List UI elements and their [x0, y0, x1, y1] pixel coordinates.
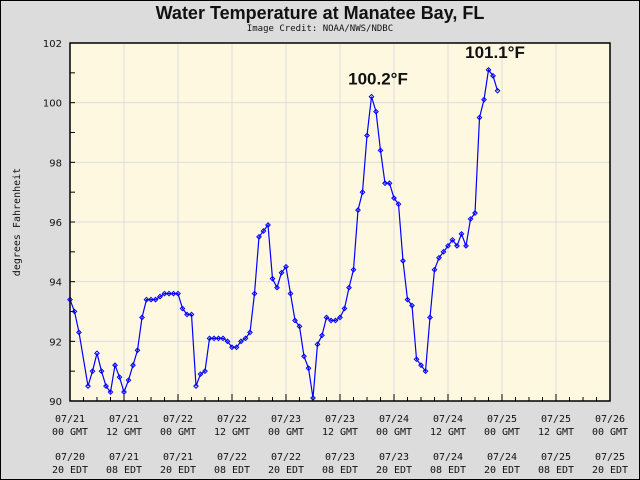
x-tick-label: 20 EDT: [52, 465, 88, 476]
grid-lines: [70, 43, 610, 401]
x-tick-label: 07/22: [163, 414, 193, 425]
x-axis: 07/21 00 GMT 07/20 20 EDT 07/21 12 GMT 07/21 08…: [52, 394, 628, 476]
y-tick-label: 98: [49, 158, 62, 169]
x-tick-label: 07/23: [271, 414, 301, 425]
x-tick-label: 00 GMT: [592, 427, 628, 438]
plot-border: [69, 42, 611, 402]
x-tick-label: 07/24: [433, 414, 463, 425]
x-tick-label: 07/21: [109, 414, 139, 425]
peak-annotations: 100.2°F 101.1°F: [348, 43, 525, 89]
image-credit: Image Credit: NOAA/NWS/NDBC: [246, 24, 394, 34]
x-tick-label: 07/24: [487, 452, 517, 463]
y-tick-label: 92: [49, 337, 62, 348]
data-point-markers: [68, 68, 501, 401]
x-tick-label: 12 GMT: [214, 427, 250, 438]
x-tick-label: 07/26: [595, 414, 625, 425]
x-tick-label: 08 EDT: [322, 465, 358, 476]
x-tick-label: 00 GMT: [160, 427, 196, 438]
chart-title: Water Temperature at Manatee Bay, FL: [155, 3, 485, 23]
y-tick-label: 102: [43, 39, 62, 50]
x-tick-label: 00 GMT: [52, 427, 88, 438]
x-tick-label: 08 EDT: [430, 465, 466, 476]
x-tick-label: 07/23: [379, 452, 409, 463]
x-tick-label: 08 EDT: [106, 465, 142, 476]
x-tick-label: 07/21: [109, 452, 139, 463]
x-tick-label: 00 GMT: [268, 427, 304, 438]
y-tick-label: 100: [43, 99, 62, 110]
x-tick-label: 07/22: [271, 452, 301, 463]
peak-label: 100.2°F: [348, 70, 408, 89]
x-tick-label: 07/24: [379, 414, 409, 425]
temperature-line: [69, 68, 499, 399]
x-tick-label: 07/21: [163, 452, 193, 463]
x-tick-label: 20 EDT: [376, 465, 412, 476]
x-tick-label: 20 EDT: [592, 465, 628, 476]
x-tick-label: 07/25: [541, 414, 571, 425]
y-tick-label: 96: [49, 218, 62, 229]
x-tick-label: 08 EDT: [214, 465, 250, 476]
x-tick-label: 07/23: [325, 414, 355, 425]
x-tick-label: 07/24: [433, 452, 463, 463]
x-tick-label: 12 GMT: [106, 427, 142, 438]
x-tick-label: 07/25: [595, 452, 625, 463]
x-tick-label: 08 EDT: [538, 465, 574, 476]
x-tick-label: 20 EDT: [268, 465, 304, 476]
y-tick-label: 94: [49, 278, 62, 289]
x-tick-label: 00 GMT: [484, 427, 520, 438]
x-tick-label: 07/23: [325, 452, 355, 463]
y-tick-label: 90: [49, 397, 62, 408]
y-axis: 90 92 94 96 98 100 102: [43, 39, 75, 408]
y-axis-label: degrees Fahrenheit: [12, 168, 23, 276]
x-tick-label: 12 GMT: [538, 427, 574, 438]
peak-label: 101.1°F: [465, 43, 525, 62]
x-tick-label: 07/21: [55, 414, 85, 425]
x-tick-label: 07/22: [217, 452, 247, 463]
x-tick-label: 12 GMT: [322, 427, 358, 438]
x-tick-label: 20 EDT: [160, 465, 196, 476]
x-tick-label: 20 EDT: [484, 465, 520, 476]
x-tick-label: 07/25: [487, 414, 517, 425]
x-tick-label: 12 GMT: [430, 427, 466, 438]
x-tick-label: 07/20: [55, 452, 85, 463]
x-tick-label: 00 GMT: [376, 427, 412, 438]
x-tick-label: 07/25: [541, 452, 571, 463]
x-tick-label: 07/22: [217, 414, 247, 425]
